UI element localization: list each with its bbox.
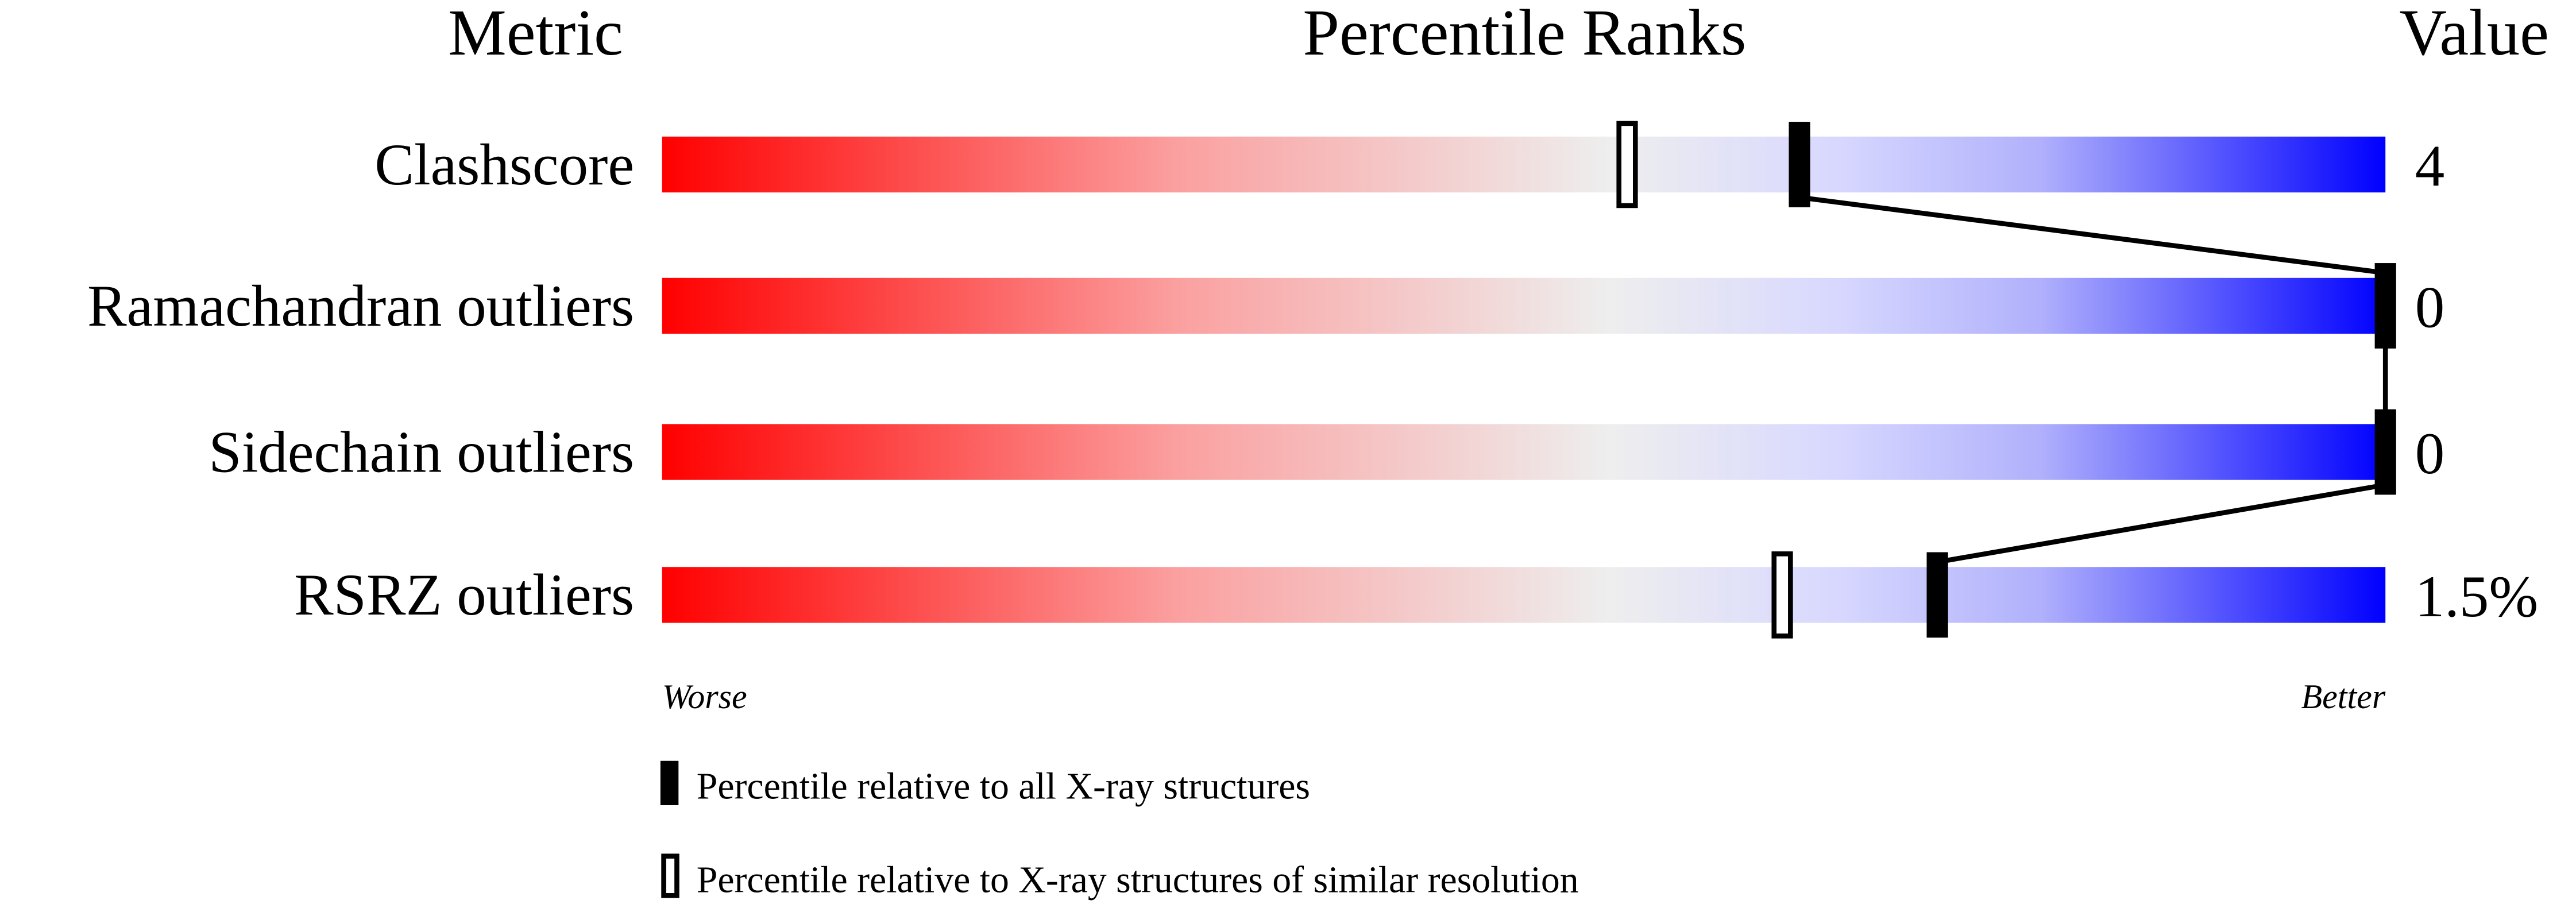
metric-value: 0 xyxy=(2415,275,2444,341)
metric-value: 1.5% xyxy=(2415,564,2539,629)
legend-label-similar: Percentile relative to X-ray structures … xyxy=(697,859,1579,901)
metric-label: Clashscore xyxy=(374,132,634,198)
marker-all-structures xyxy=(1926,552,1948,638)
metric-value: 4 xyxy=(2415,134,2444,199)
connector-line xyxy=(1937,482,2386,565)
connector-line xyxy=(1799,195,2386,276)
axis-label-better: Better xyxy=(2301,677,2385,716)
marker-similar-resolution xyxy=(1616,121,1638,208)
percentile-bar xyxy=(662,567,2386,623)
legend-hollow-marker xyxy=(661,853,679,898)
percentile-bar xyxy=(662,136,2386,193)
metric-value: 0 xyxy=(2415,421,2444,486)
axis-label-worse: Worse xyxy=(662,677,747,716)
metric-label: RSRZ outliers xyxy=(294,562,634,628)
marker-all-structures xyxy=(2374,263,2396,349)
marker-similar-resolution xyxy=(1771,551,1793,639)
metric-label: Sidechain outliers xyxy=(208,419,634,485)
percentile-bar xyxy=(662,277,2386,334)
percentile-bar xyxy=(662,424,2386,480)
legend-label-all: Percentile relative to all X-ray structu… xyxy=(697,766,1310,808)
metric-label: Ramachandran outliers xyxy=(87,273,634,339)
header-value: Value xyxy=(2399,0,2549,69)
marker-all-structures xyxy=(2374,409,2396,495)
marker-all-structures xyxy=(1789,122,1810,207)
legend-filled-marker xyxy=(660,760,679,805)
header-metric: Metric xyxy=(448,0,623,69)
header-percentile-ranks: Percentile Ranks xyxy=(1303,0,1746,69)
